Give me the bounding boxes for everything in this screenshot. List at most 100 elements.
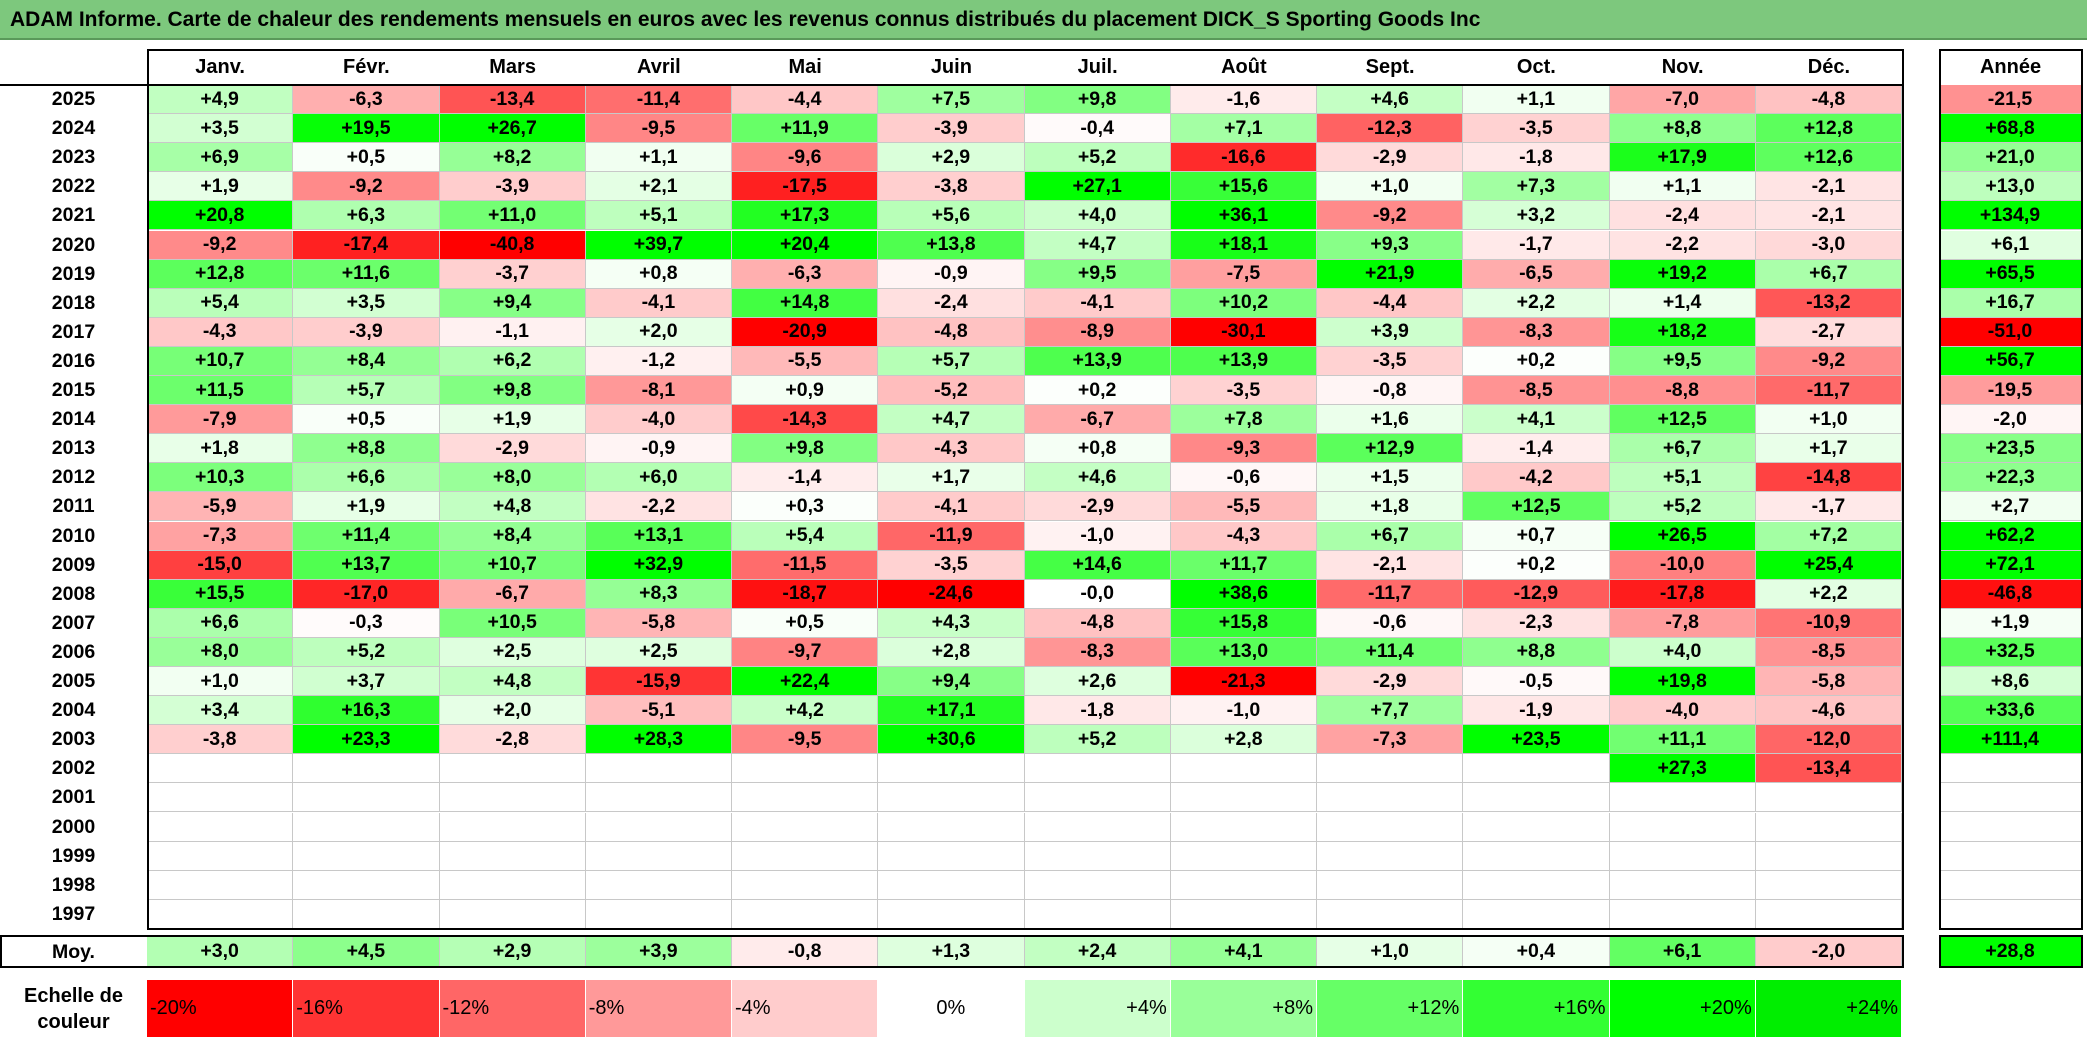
heatmap-cell: +5,2 bbox=[293, 637, 440, 667]
heatmap-cell: +13,9 bbox=[1170, 346, 1317, 376]
heatmap-cell bbox=[878, 783, 1025, 813]
heatmap-cell: +8,0 bbox=[439, 463, 586, 493]
heatmap-cell: +0,2 bbox=[1024, 376, 1171, 406]
heatmap-cell: -24,6 bbox=[878, 579, 1025, 609]
heatmap-cell bbox=[1317, 783, 1464, 813]
heatmap-cell: +8,2 bbox=[439, 143, 586, 173]
heatmap-cell: +8,4 bbox=[293, 346, 440, 376]
heatmap-cell: +8,8 bbox=[293, 434, 440, 464]
heatmap-cell: +9,4 bbox=[878, 667, 1025, 697]
heatmap-cell: -4,4 bbox=[1317, 288, 1464, 318]
color-scale-swatch: +12% bbox=[1317, 980, 1464, 1037]
heatmap-cell: +15,5 bbox=[147, 579, 294, 609]
heatmap-cell bbox=[1463, 812, 1610, 842]
heatmap-cell: +12,9 bbox=[1317, 434, 1464, 464]
year-total-cell: -21,5 bbox=[1939, 85, 2082, 115]
heatmap-cell: +21,9 bbox=[1317, 259, 1464, 289]
heatmap-cell: -7,3 bbox=[1317, 725, 1464, 755]
year-total-cell: +65,5 bbox=[1939, 259, 2082, 289]
color-scale-swatch: +16% bbox=[1463, 980, 1610, 1037]
heatmap-cell: +10,3 bbox=[147, 463, 294, 493]
heatmap-cell: +4,6 bbox=[1024, 463, 1171, 493]
heatmap-cell bbox=[878, 870, 1025, 900]
year-total-cell: +68,8 bbox=[1939, 114, 2082, 144]
heatmap-cell: -1,0 bbox=[1170, 696, 1317, 726]
heatmap-cell: -20,9 bbox=[732, 317, 879, 347]
heatmap-cell: -8,3 bbox=[1024, 637, 1171, 667]
heatmap-cell bbox=[147, 812, 294, 842]
heatmap-cell: -5,8 bbox=[1755, 667, 1902, 697]
heatmap-cell: -40,8 bbox=[439, 230, 586, 260]
heatmap-cell: -0,9 bbox=[585, 434, 732, 464]
heatmap-cell: -12,9 bbox=[1463, 579, 1610, 609]
heatmap-cell bbox=[147, 870, 294, 900]
heatmap-cell: +13,0 bbox=[1170, 637, 1317, 667]
heatmap-cell bbox=[1609, 812, 1756, 842]
heatmap-cell: -0,6 bbox=[1317, 608, 1464, 638]
heatmap-cell bbox=[732, 783, 879, 813]
heatmap-cell: -9,7 bbox=[732, 637, 879, 667]
year-total-cell bbox=[1939, 783, 2082, 813]
heatmap-cell: +2,0 bbox=[585, 317, 732, 347]
row-year-label: 2023 bbox=[51, 146, 96, 169]
row-year-label: 2012 bbox=[51, 466, 96, 489]
heatmap-cell: -2,2 bbox=[1609, 230, 1756, 260]
heatmap-cell bbox=[732, 841, 879, 871]
heatmap-cell: +9,3 bbox=[1317, 230, 1464, 260]
heatmap-cell: +4,0 bbox=[1609, 637, 1756, 667]
heatmap-cell: -4,0 bbox=[1609, 696, 1756, 726]
heatmap-cell: +6,3 bbox=[293, 201, 440, 231]
month-header: Août bbox=[1170, 49, 1317, 85]
heatmap-cell: +6,0 bbox=[585, 463, 732, 493]
year-total-cell: -2,0 bbox=[1939, 405, 2082, 435]
heatmap-cell: +5,2 bbox=[1024, 143, 1171, 173]
heatmap-cell: +0,3 bbox=[732, 492, 879, 522]
year-total-header: Année bbox=[1939, 49, 2082, 85]
heatmap-cell bbox=[878, 899, 1025, 929]
heatmap-cell: +4,6 bbox=[1317, 85, 1464, 115]
heatmap-cell: +0,5 bbox=[732, 608, 879, 638]
heatmap-cell: +30,6 bbox=[878, 725, 1025, 755]
heatmap-cell: +20,4 bbox=[732, 230, 879, 260]
heatmap-cell: -8,5 bbox=[1755, 637, 1902, 667]
average-cell: +2,9 bbox=[439, 937, 586, 967]
year-total-cell bbox=[1939, 899, 2082, 929]
heatmap-cell: +11,1 bbox=[1609, 725, 1756, 755]
heatmap-cell: +1,1 bbox=[1463, 85, 1610, 115]
heatmap-cell: +2,0 bbox=[439, 696, 586, 726]
heatmap-cell: -21,3 bbox=[1170, 667, 1317, 697]
heatmap-cell: +2,2 bbox=[1463, 288, 1610, 318]
heatmap-cell: +1,1 bbox=[585, 143, 732, 173]
heatmap-cell bbox=[1170, 754, 1317, 784]
year-total-cell bbox=[1939, 812, 2082, 842]
heatmap-cell: -7,5 bbox=[1170, 259, 1317, 289]
year-total-cell: +21,0 bbox=[1939, 143, 2082, 173]
average-cell: +2,4 bbox=[1024, 937, 1171, 967]
heatmap-cell bbox=[1170, 841, 1317, 871]
heatmap-cell bbox=[1170, 812, 1317, 842]
heatmap-cell: +0,7 bbox=[1463, 521, 1610, 551]
heatmap-cell bbox=[147, 783, 294, 813]
color-scale-label: Echelle de couleur bbox=[24, 985, 123, 1033]
row-year-label: 1997 bbox=[51, 902, 96, 925]
heatmap-cell: -4,8 bbox=[1755, 85, 1902, 115]
heatmap-cell: +5,2 bbox=[1609, 492, 1756, 522]
heatmap-cell: -1,4 bbox=[732, 463, 879, 493]
average-cell: -0,8 bbox=[732, 937, 879, 967]
row-year-label: 2009 bbox=[51, 553, 96, 576]
year-total-cell: +33,6 bbox=[1939, 696, 2082, 726]
heatmap-cell: +28,3 bbox=[585, 725, 732, 755]
heatmap-cell: +17,3 bbox=[732, 201, 879, 231]
heatmap-cell: -3,8 bbox=[878, 172, 1025, 202]
heatmap-cell: -1,0 bbox=[1024, 521, 1171, 551]
heatmap-cell bbox=[1609, 870, 1756, 900]
heatmap-cell bbox=[147, 754, 294, 784]
heatmap-cell: +4,0 bbox=[1024, 201, 1171, 231]
heatmap-cell bbox=[1024, 870, 1171, 900]
heatmap-cell bbox=[293, 754, 440, 784]
heatmap-cell: +3,4 bbox=[147, 696, 294, 726]
heatmap-cell: -2,9 bbox=[439, 434, 586, 464]
heatmap-cell: +13,1 bbox=[585, 521, 732, 551]
heatmap-cell: +1,0 bbox=[1755, 405, 1902, 435]
heatmap-cell: +7,1 bbox=[1170, 114, 1317, 144]
